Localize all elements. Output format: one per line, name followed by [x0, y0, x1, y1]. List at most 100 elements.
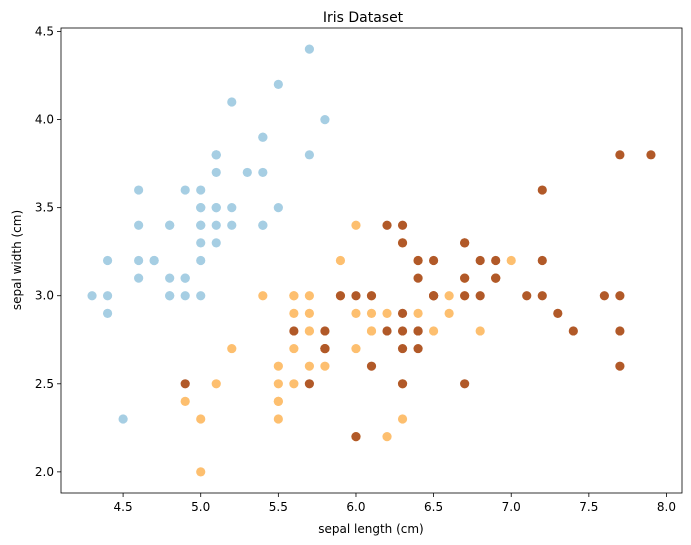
- data-point: [615, 326, 625, 336]
- data-point: [646, 150, 656, 160]
- data-point: [304, 291, 314, 301]
- data-point: [537, 185, 547, 195]
- data-point: [444, 308, 454, 318]
- data-point: [196, 291, 206, 301]
- data-point: [289, 291, 299, 301]
- data-point: [242, 167, 252, 178]
- data-point: [196, 255, 206, 266]
- data-point: [382, 220, 392, 230]
- data-point: [134, 255, 144, 266]
- data-point: [180, 396, 190, 407]
- data-point: [102, 255, 113, 266]
- data-point: [460, 273, 470, 283]
- data-point: [537, 291, 547, 301]
- x-tick-label: 6.5: [424, 500, 443, 514]
- chart-title: Iris Dataset: [323, 10, 404, 26]
- data-point: [397, 308, 408, 318]
- data-point: [413, 326, 423, 336]
- x-tick-label: 7.5: [579, 500, 598, 514]
- data-point: [320, 343, 330, 354]
- data-point: [475, 291, 485, 301]
- data-point: [273, 361, 283, 371]
- data-point: [475, 326, 485, 336]
- data-point: [397, 343, 408, 354]
- data-point: [397, 414, 408, 424]
- x-tick-label: 5.0: [191, 500, 210, 514]
- data-point: [165, 220, 175, 230]
- data-point: [537, 255, 547, 266]
- y-axis-label: sepal width (cm): [10, 210, 24, 310]
- data-point: [289, 308, 299, 318]
- data-point: [134, 273, 144, 283]
- y-tick-label: 2.0: [35, 465, 54, 479]
- data-point: [227, 343, 237, 354]
- data-point: [460, 291, 470, 301]
- data-point: [196, 220, 206, 230]
- data-point: [196, 238, 206, 248]
- data-point: [258, 167, 268, 178]
- data-point: [351, 308, 361, 318]
- data-point: [382, 432, 392, 442]
- data-point: [273, 379, 283, 389]
- data-point: [382, 326, 392, 336]
- data-point: [320, 361, 330, 371]
- data-point: [599, 291, 609, 301]
- data-point: [304, 379, 314, 389]
- data-point: [366, 361, 377, 371]
- data-point: [444, 291, 454, 301]
- data-point: [211, 220, 221, 230]
- data-point: [196, 467, 206, 477]
- data-point: [413, 255, 423, 266]
- data-point: [460, 379, 470, 389]
- data-point: [227, 220, 237, 230]
- data-point: [134, 185, 144, 195]
- data-point: [335, 291, 346, 301]
- data-point: [289, 326, 299, 336]
- data-point: [273, 414, 283, 424]
- data-point: [397, 238, 408, 248]
- data-point: [102, 308, 113, 318]
- data-point: [429, 255, 439, 266]
- y-tick-label: 4.5: [35, 25, 54, 39]
- data-point: [615, 150, 625, 160]
- y-tick-label: 2.5: [35, 377, 54, 391]
- data-point: [227, 203, 237, 213]
- data-point: [304, 361, 314, 371]
- data-point: [196, 203, 206, 213]
- data-point: [351, 220, 361, 230]
- data-point: [429, 291, 439, 301]
- data-point: [413, 343, 423, 354]
- data-point: [102, 291, 113, 301]
- data-point: [273, 203, 283, 213]
- data-point: [366, 291, 377, 301]
- data-point: [522, 291, 532, 301]
- points-layer: [87, 44, 656, 477]
- y-tick-label: 3.0: [35, 289, 54, 303]
- data-point: [149, 255, 159, 266]
- data-point: [258, 220, 268, 230]
- data-point: [320, 114, 330, 125]
- data-point: [351, 291, 361, 301]
- data-point: [413, 273, 423, 283]
- data-point: [491, 255, 501, 266]
- data-point: [196, 185, 206, 195]
- data-point: [180, 291, 190, 301]
- data-point: [351, 432, 361, 442]
- data-point: [289, 343, 299, 354]
- data-point: [304, 308, 314, 318]
- data-point: [475, 255, 485, 266]
- x-tick-label: 4.5: [114, 500, 133, 514]
- plot-frame: [60, 27, 683, 494]
- data-point: [258, 132, 268, 142]
- data-point: [397, 220, 408, 230]
- data-point: [397, 326, 408, 336]
- data-point: [180, 185, 190, 195]
- data-point: [165, 291, 175, 301]
- data-point: [180, 379, 190, 389]
- data-point: [180, 273, 190, 283]
- data-point: [211, 167, 221, 178]
- data-point: [506, 255, 516, 266]
- y-axis: 2.0 2.5 3.0 3.5 4.0 4.5: [35, 25, 61, 479]
- data-point: [397, 379, 408, 389]
